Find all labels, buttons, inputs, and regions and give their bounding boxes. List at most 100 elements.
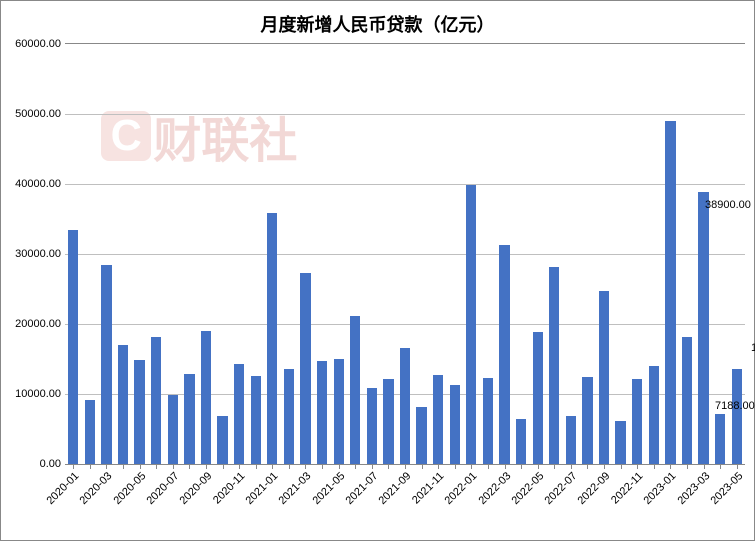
- bar: [483, 378, 493, 464]
- bar: [599, 291, 609, 464]
- x-tick-mark: [73, 464, 74, 469]
- x-tick-mark: [654, 464, 655, 469]
- x-tick-mark: [521, 464, 522, 469]
- bar: [566, 416, 576, 464]
- y-tick-label: 40000.00: [15, 178, 61, 190]
- bar: [267, 213, 277, 464]
- bar: [184, 374, 194, 464]
- x-tick-mark: [140, 464, 141, 469]
- x-tick-mark: [322, 464, 323, 469]
- gridline: [65, 184, 745, 185]
- bar: [251, 376, 261, 464]
- bar: [533, 332, 543, 464]
- x-tick-mark: [106, 464, 107, 469]
- x-tick-label: 2021-01: [244, 470, 281, 507]
- x-tick-label: 2023-01: [642, 470, 679, 507]
- x-tick-mark: [173, 464, 174, 469]
- bar: [582, 377, 592, 465]
- x-tick-mark: [156, 464, 157, 469]
- bar: [499, 245, 509, 464]
- bar: [334, 359, 344, 464]
- x-tick-mark: [670, 464, 671, 469]
- x-tick-mark: [239, 464, 240, 469]
- bar: [433, 375, 443, 464]
- x-tick-mark: [737, 464, 738, 469]
- x-tick-mark: [256, 464, 257, 469]
- x-tick-mark: [223, 464, 224, 469]
- x-tick-mark: [438, 464, 439, 469]
- x-tick-label: 2021-09: [376, 470, 413, 507]
- x-tick-mark: [355, 464, 356, 469]
- x-tick-label: 2020-11: [211, 470, 247, 506]
- x-tick-mark: [372, 464, 373, 469]
- x-tick-mark: [388, 464, 389, 469]
- data-label: 7188.00: [715, 400, 755, 412]
- bar: [300, 273, 310, 464]
- x-tick-mark: [571, 464, 572, 469]
- x-tick-mark: [405, 464, 406, 469]
- bar: [134, 360, 144, 464]
- bar: [168, 395, 178, 464]
- x-tick-label: 2022-11: [609, 470, 645, 506]
- x-tick-label: 2020-05: [111, 470, 148, 507]
- bar: [698, 192, 708, 464]
- x-tick-label: 2020-01: [45, 470, 82, 507]
- bar: [549, 267, 559, 464]
- y-tick-label: 20000.00: [15, 318, 61, 330]
- gridline: [65, 254, 745, 255]
- bar: [118, 345, 128, 464]
- x-tick-label: 2021-07: [343, 470, 380, 507]
- x-tick-label: 2022-03: [476, 470, 513, 507]
- x-tick-label: 2023-05: [708, 470, 745, 507]
- bar: [665, 121, 675, 464]
- x-tick-label: 2021-05: [310, 470, 347, 507]
- bar: [416, 407, 426, 464]
- bar: [400, 348, 410, 464]
- x-tick-label: 2023-03: [675, 470, 712, 507]
- x-tick-mark: [90, 464, 91, 469]
- x-tick-mark: [720, 464, 721, 469]
- x-tick-mark: [604, 464, 605, 469]
- y-tick-label: 10000.00: [15, 388, 61, 400]
- chart-title: 月度新增人民币贷款（亿元）: [1, 11, 754, 37]
- bar: [383, 379, 393, 464]
- x-tick-mark: [587, 464, 588, 469]
- y-tick-label: 0.00: [40, 458, 61, 470]
- bar: [234, 364, 244, 464]
- x-tick-label: 2022-05: [509, 470, 546, 507]
- gridline: [65, 324, 745, 325]
- x-tick-mark: [289, 464, 290, 469]
- x-tick-label: 2020-03: [78, 470, 115, 507]
- x-tick-mark: [704, 464, 705, 469]
- x-tick-label: 2020-09: [177, 470, 214, 507]
- plot-area: 0.0010000.0020000.0030000.0040000.005000…: [65, 43, 745, 465]
- bar: [615, 421, 625, 464]
- bar: [68, 230, 78, 464]
- x-tick-mark: [471, 464, 472, 469]
- x-tick-mark: [123, 464, 124, 469]
- x-tick-label: 2021-11: [410, 470, 446, 506]
- x-tick-mark: [339, 464, 340, 469]
- chart-container: 月度新增人民币贷款（亿元） C财联社 0.0010000.0020000.003…: [0, 0, 755, 541]
- gridline: [65, 114, 745, 115]
- x-tick-mark: [637, 464, 638, 469]
- bar: [201, 331, 211, 464]
- bar: [649, 366, 659, 464]
- x-tick-mark: [505, 464, 506, 469]
- y-tick-label: 50000.00: [15, 108, 61, 120]
- x-tick-label: 2022-09: [575, 470, 612, 507]
- bar: [151, 337, 161, 464]
- bar: [632, 379, 642, 464]
- x-tick-mark: [272, 464, 273, 469]
- x-tick-mark: [554, 464, 555, 469]
- x-tick-label: 2020-07: [144, 470, 181, 507]
- bar: [85, 400, 95, 464]
- y-tick-label: 60000.00: [15, 38, 61, 50]
- bar: [284, 369, 294, 464]
- x-tick-mark: [422, 464, 423, 469]
- data-label: 13600.00: [751, 342, 755, 354]
- bar: [350, 316, 360, 464]
- bar: [682, 337, 692, 464]
- x-tick-label: 2022-07: [542, 470, 579, 507]
- x-tick-label: 2022-01: [443, 470, 480, 507]
